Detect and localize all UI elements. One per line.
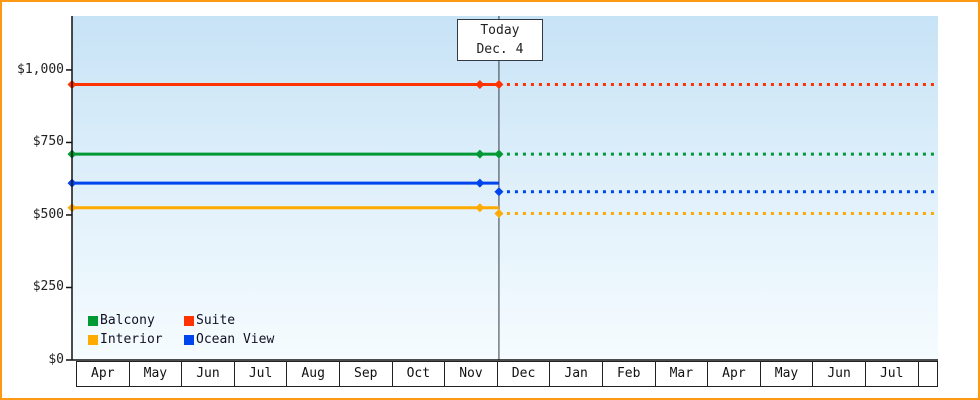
month-cell: Jul <box>866 362 919 386</box>
y-tick-label: $250 <box>32 279 64 295</box>
month-cell: Nov <box>445 362 498 386</box>
legend-swatch-icon <box>88 315 98 326</box>
legend: Balcony Suite Interior Ocean View <box>88 313 274 347</box>
legend-swatch-icon <box>184 334 194 345</box>
month-cell: May <box>130 362 183 386</box>
month-cell: Mar <box>656 362 709 386</box>
month-cell: Feb <box>603 362 656 386</box>
legend-label: Suite <box>196 313 236 328</box>
month-cell: Oct <box>393 362 446 386</box>
today-label-line1: Today <box>480 23 520 38</box>
legend-item-suite: Suite <box>184 313 274 328</box>
y-tick-label: $1,000 <box>17 61 64 77</box>
month-cell-partial <box>919 362 937 386</box>
plot-area <box>72 16 938 360</box>
month-cell: Dec <box>498 362 551 386</box>
legend-item-ocean-view: Ocean View <box>184 332 274 347</box>
legend-label: Ocean View <box>196 332 275 347</box>
month-cell: Jun <box>813 362 866 386</box>
month-cell: May <box>761 362 814 386</box>
month-cell: Aug <box>287 362 340 386</box>
y-tick-label: $750 <box>32 134 64 150</box>
month-cell: Jan <box>550 362 603 386</box>
today-label-line2: Dec. 4 <box>476 42 524 57</box>
y-tick-label: $500 <box>32 206 64 222</box>
legend-label: Balcony <box>100 313 155 328</box>
y-tick-label: $0 <box>48 352 64 367</box>
month-cell: Apr <box>77 362 130 386</box>
month-cell: Apr <box>708 362 761 386</box>
legend-label: Interior <box>100 332 163 347</box>
today-label-box: Today Dec. 4 <box>456 19 543 61</box>
legend-item-balcony: Balcony <box>88 313 184 328</box>
legend-swatch-icon <box>184 315 194 326</box>
month-cell: Jul <box>235 362 288 386</box>
legend-swatch-icon <box>88 334 98 345</box>
legend-item-interior: Interior <box>88 332 184 347</box>
month-cell: Jun <box>182 362 235 386</box>
y-axis-labels: $1,000 $750 $500 $250 $0 <box>2 2 66 398</box>
month-axis: Apr May Jun Jul Aug Sep Oct Nov Dec Jan Feb Mar Apr M… <box>76 361 938 387</box>
month-cell: Sep <box>340 362 393 386</box>
